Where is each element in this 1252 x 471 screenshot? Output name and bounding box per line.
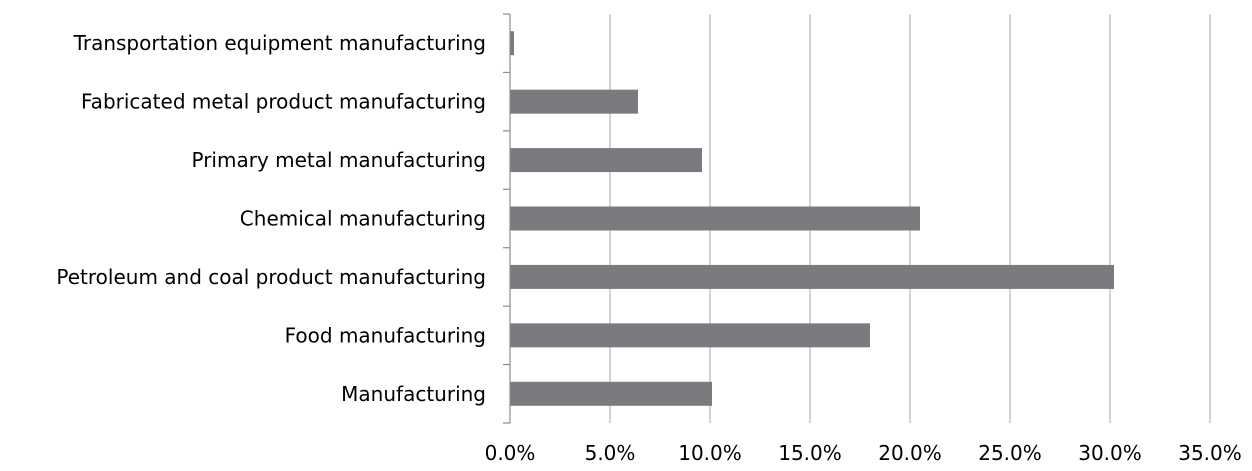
x-tick-label: 25.0% xyxy=(978,441,1042,465)
category-label-layer: Transportation equipment manufacturing Fa… xyxy=(56,31,486,406)
x-tick-label: 30.0% xyxy=(1078,441,1142,465)
category-label: Manufacturing xyxy=(341,382,486,406)
x-tick-label: 15.0% xyxy=(778,441,842,465)
category-label: Petroleum and coal product manufacturing xyxy=(56,265,486,289)
bar xyxy=(510,264,1114,289)
bar-layer xyxy=(510,31,1114,406)
bar xyxy=(510,89,638,114)
bar xyxy=(510,148,702,173)
category-label: Fabricated metal product manufacturing xyxy=(81,90,486,114)
bar xyxy=(510,31,514,56)
x-tick-label: 10.0% xyxy=(678,441,742,465)
category-label: Transportation equipment manufacturing xyxy=(73,31,486,55)
category-label: Chemical manufacturing xyxy=(240,207,486,231)
x-tick-label: 20.0% xyxy=(878,441,942,465)
x-tick-label: 0.0% xyxy=(485,441,536,465)
bar xyxy=(510,381,712,406)
category-label: Primary metal manufacturing xyxy=(192,148,487,172)
bar xyxy=(510,206,920,231)
bar xyxy=(510,323,870,348)
x-tick-label: 5.0% xyxy=(585,441,636,465)
y-tick-layer xyxy=(503,13,510,424)
category-label: Food manufacturing xyxy=(285,323,486,347)
x-tick-label-layer: 0.0% 5.0% 10.0% 15.0% 20.0% 25.0% 30.0% 35.0% xyxy=(485,441,1242,465)
x-tick-label: 35.0% xyxy=(1178,441,1242,465)
